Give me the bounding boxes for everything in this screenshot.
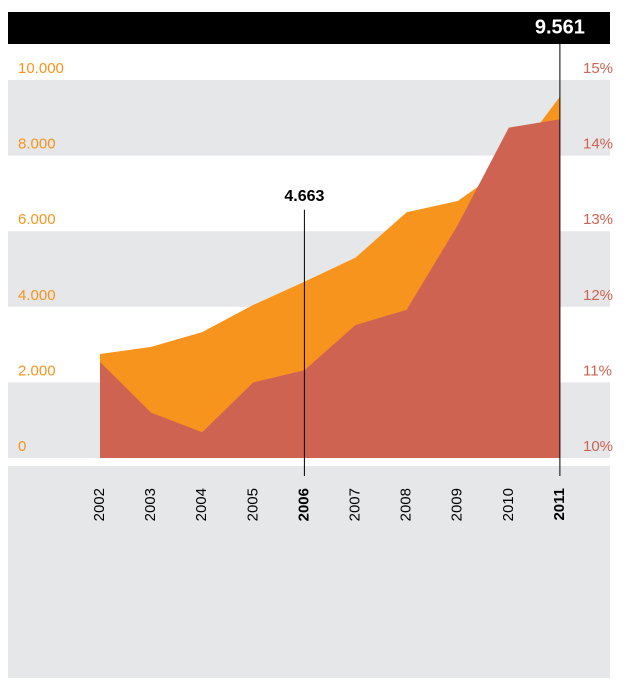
y-tick-label: 10.000	[18, 60, 64, 77]
x-tick-label: 2009	[449, 488, 466, 521]
value-label: 4.663	[284, 188, 324, 205]
area	[100, 119, 560, 458]
y2-tick-label: 10%	[583, 438, 613, 455]
y-tick-label: 0	[18, 438, 26, 455]
y-tick-label: 6.000	[18, 211, 56, 228]
value-label: 9.561	[535, 16, 585, 38]
x-tick-label: 2006	[295, 488, 312, 521]
x-tick-label: 2007	[346, 488, 363, 521]
x-tick-label: 2005	[244, 488, 261, 521]
x-tick-label: 2011	[551, 488, 568, 521]
x-tick-label: 2008	[398, 488, 415, 521]
x-tick-label: 2004	[193, 488, 210, 521]
y-tick-label: 4.000	[18, 287, 56, 304]
y-tick-label: 2.000	[18, 362, 56, 379]
x-tick-label: 2003	[142, 488, 159, 521]
y-tick-label: 8.000	[18, 136, 56, 153]
x-tick-label: 2002	[91, 488, 108, 521]
x-tick-label: 2010	[500, 488, 517, 521]
y2-tick-label: 15%	[583, 60, 613, 77]
y2-tick-label: 12%	[583, 287, 613, 304]
y2-tick-label: 11%	[583, 362, 612, 379]
y2-tick-label: 13%	[583, 211, 613, 228]
x-axis-panel	[8, 466, 610, 678]
y2-tick-label: 14%	[583, 136, 613, 153]
header-bar	[8, 12, 610, 44]
